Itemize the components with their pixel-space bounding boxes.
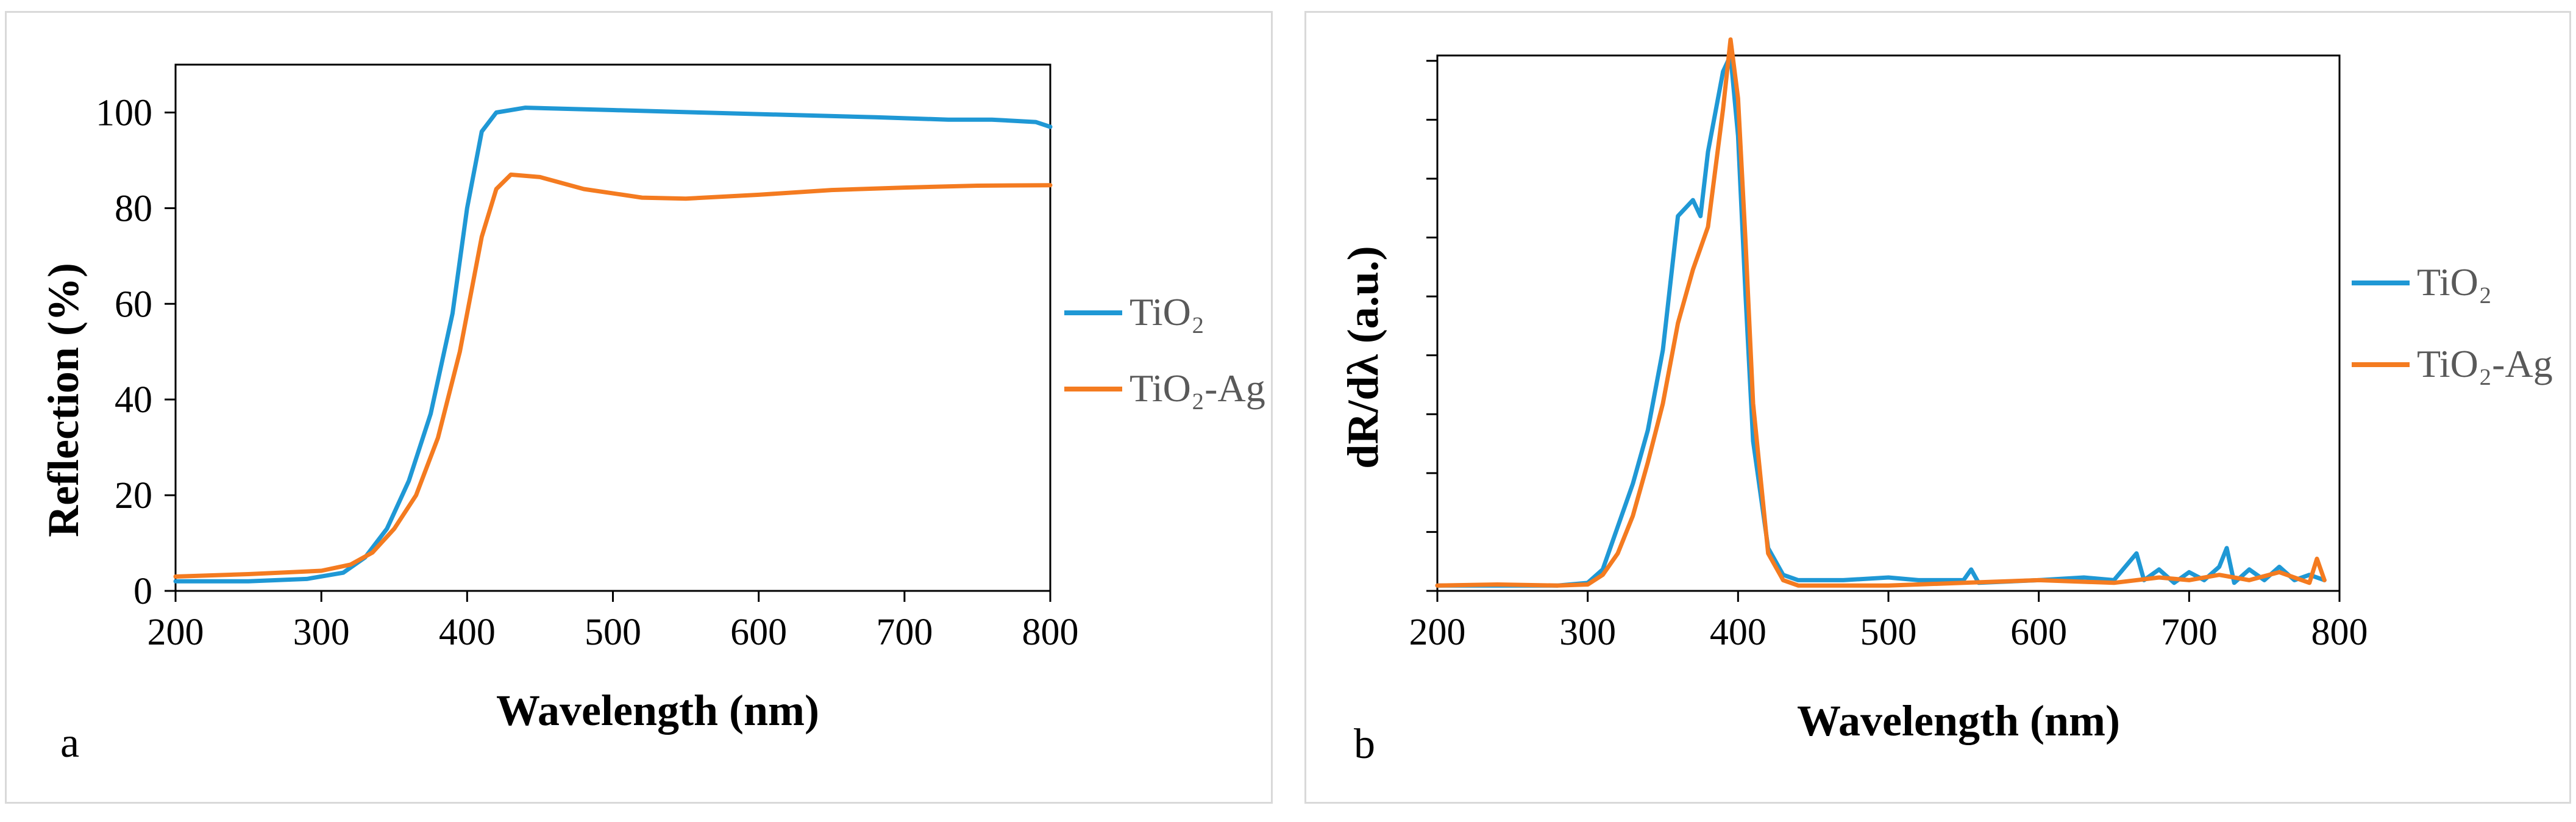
y-tick-label: 40 — [115, 379, 152, 421]
x-axis-title: Wavelength (nm) — [1797, 696, 2120, 745]
derivative-chart: 200 300 400 500 600 700 800 Wavelength (nm) dR… — [1339, 37, 2553, 768]
x-tick-label: 700 — [2161, 612, 2218, 653]
legend-label-tio2-ag: TiO₂-Ag — [2417, 342, 2553, 385]
x-tick-label: 600 — [730, 612, 787, 653]
x-tick-label: 600 — [2010, 612, 2067, 653]
axes: 200 300 400 500 600 700 800 0 20 40 60 80 100 — [96, 63, 1079, 653]
chart-panel-a: 200 300 400 500 600 700 800 0 20 40 60 80 100 Wavele… — [5, 11, 1273, 804]
y-tick-label: 100 — [96, 92, 152, 134]
legend-label-tio2-ag: TiO₂-Ag — [1130, 366, 1265, 410]
panel-label: b — [1354, 721, 1375, 768]
legend-label-tio2: TiO₂ — [1130, 290, 1204, 334]
y-tick-label: 0 — [133, 571, 152, 612]
series-group — [1435, 37, 2327, 588]
x-tick-label: 800 — [1022, 612, 1079, 653]
y-tick-label: 20 — [115, 475, 152, 516]
legend-label-tio2: TiO₂ — [2417, 260, 2492, 304]
x-tick-label: 200 — [1409, 612, 1466, 653]
series-tio2-line — [173, 105, 1053, 584]
plot-frame — [174, 63, 1051, 592]
y-tick-label: 80 — [115, 188, 152, 229]
axes: 200 300 400 500 600 700 800 — [1409, 54, 2368, 653]
y-axis-title: dR/dλ (a.u.) — [1339, 246, 1387, 468]
x-tick-label: 800 — [2311, 612, 2368, 653]
series-tio2-ag-line — [173, 172, 1053, 579]
x-tick-label: 500 — [585, 612, 641, 653]
x-tick-label: 300 — [1559, 612, 1616, 653]
x-tick-label: 300 — [293, 612, 350, 653]
y-tick-label: 60 — [115, 284, 152, 325]
x-tick-label: 400 — [1710, 612, 1767, 653]
legend: TiO₂ TiO₂-Ag — [2352, 260, 2553, 385]
chart-panel-b: 200 300 400 500 600 700 800 Wavelength (nm) dR… — [1304, 11, 2571, 804]
plot-frame — [1436, 54, 2341, 592]
x-axis-title: Wavelength (nm) — [496, 686, 819, 735]
legend: TiO₂ TiO₂-Ag — [1064, 290, 1265, 410]
y-axis-title: Reflection (%) — [39, 263, 88, 537]
x-tick-label: 200 — [148, 612, 204, 653]
series-tio2-ag-line — [1435, 37, 2327, 588]
series-tio2-line — [1435, 53, 2327, 588]
reflection-chart: 200 300 400 500 600 700 800 0 20 40 60 80 100 Wavele… — [39, 63, 1265, 767]
x-tick-label: 500 — [1860, 612, 1917, 653]
series-group — [173, 105, 1053, 584]
panel-label: a — [60, 720, 79, 767]
x-tick-label: 400 — [439, 612, 496, 653]
x-tick-label: 700 — [876, 612, 933, 653]
